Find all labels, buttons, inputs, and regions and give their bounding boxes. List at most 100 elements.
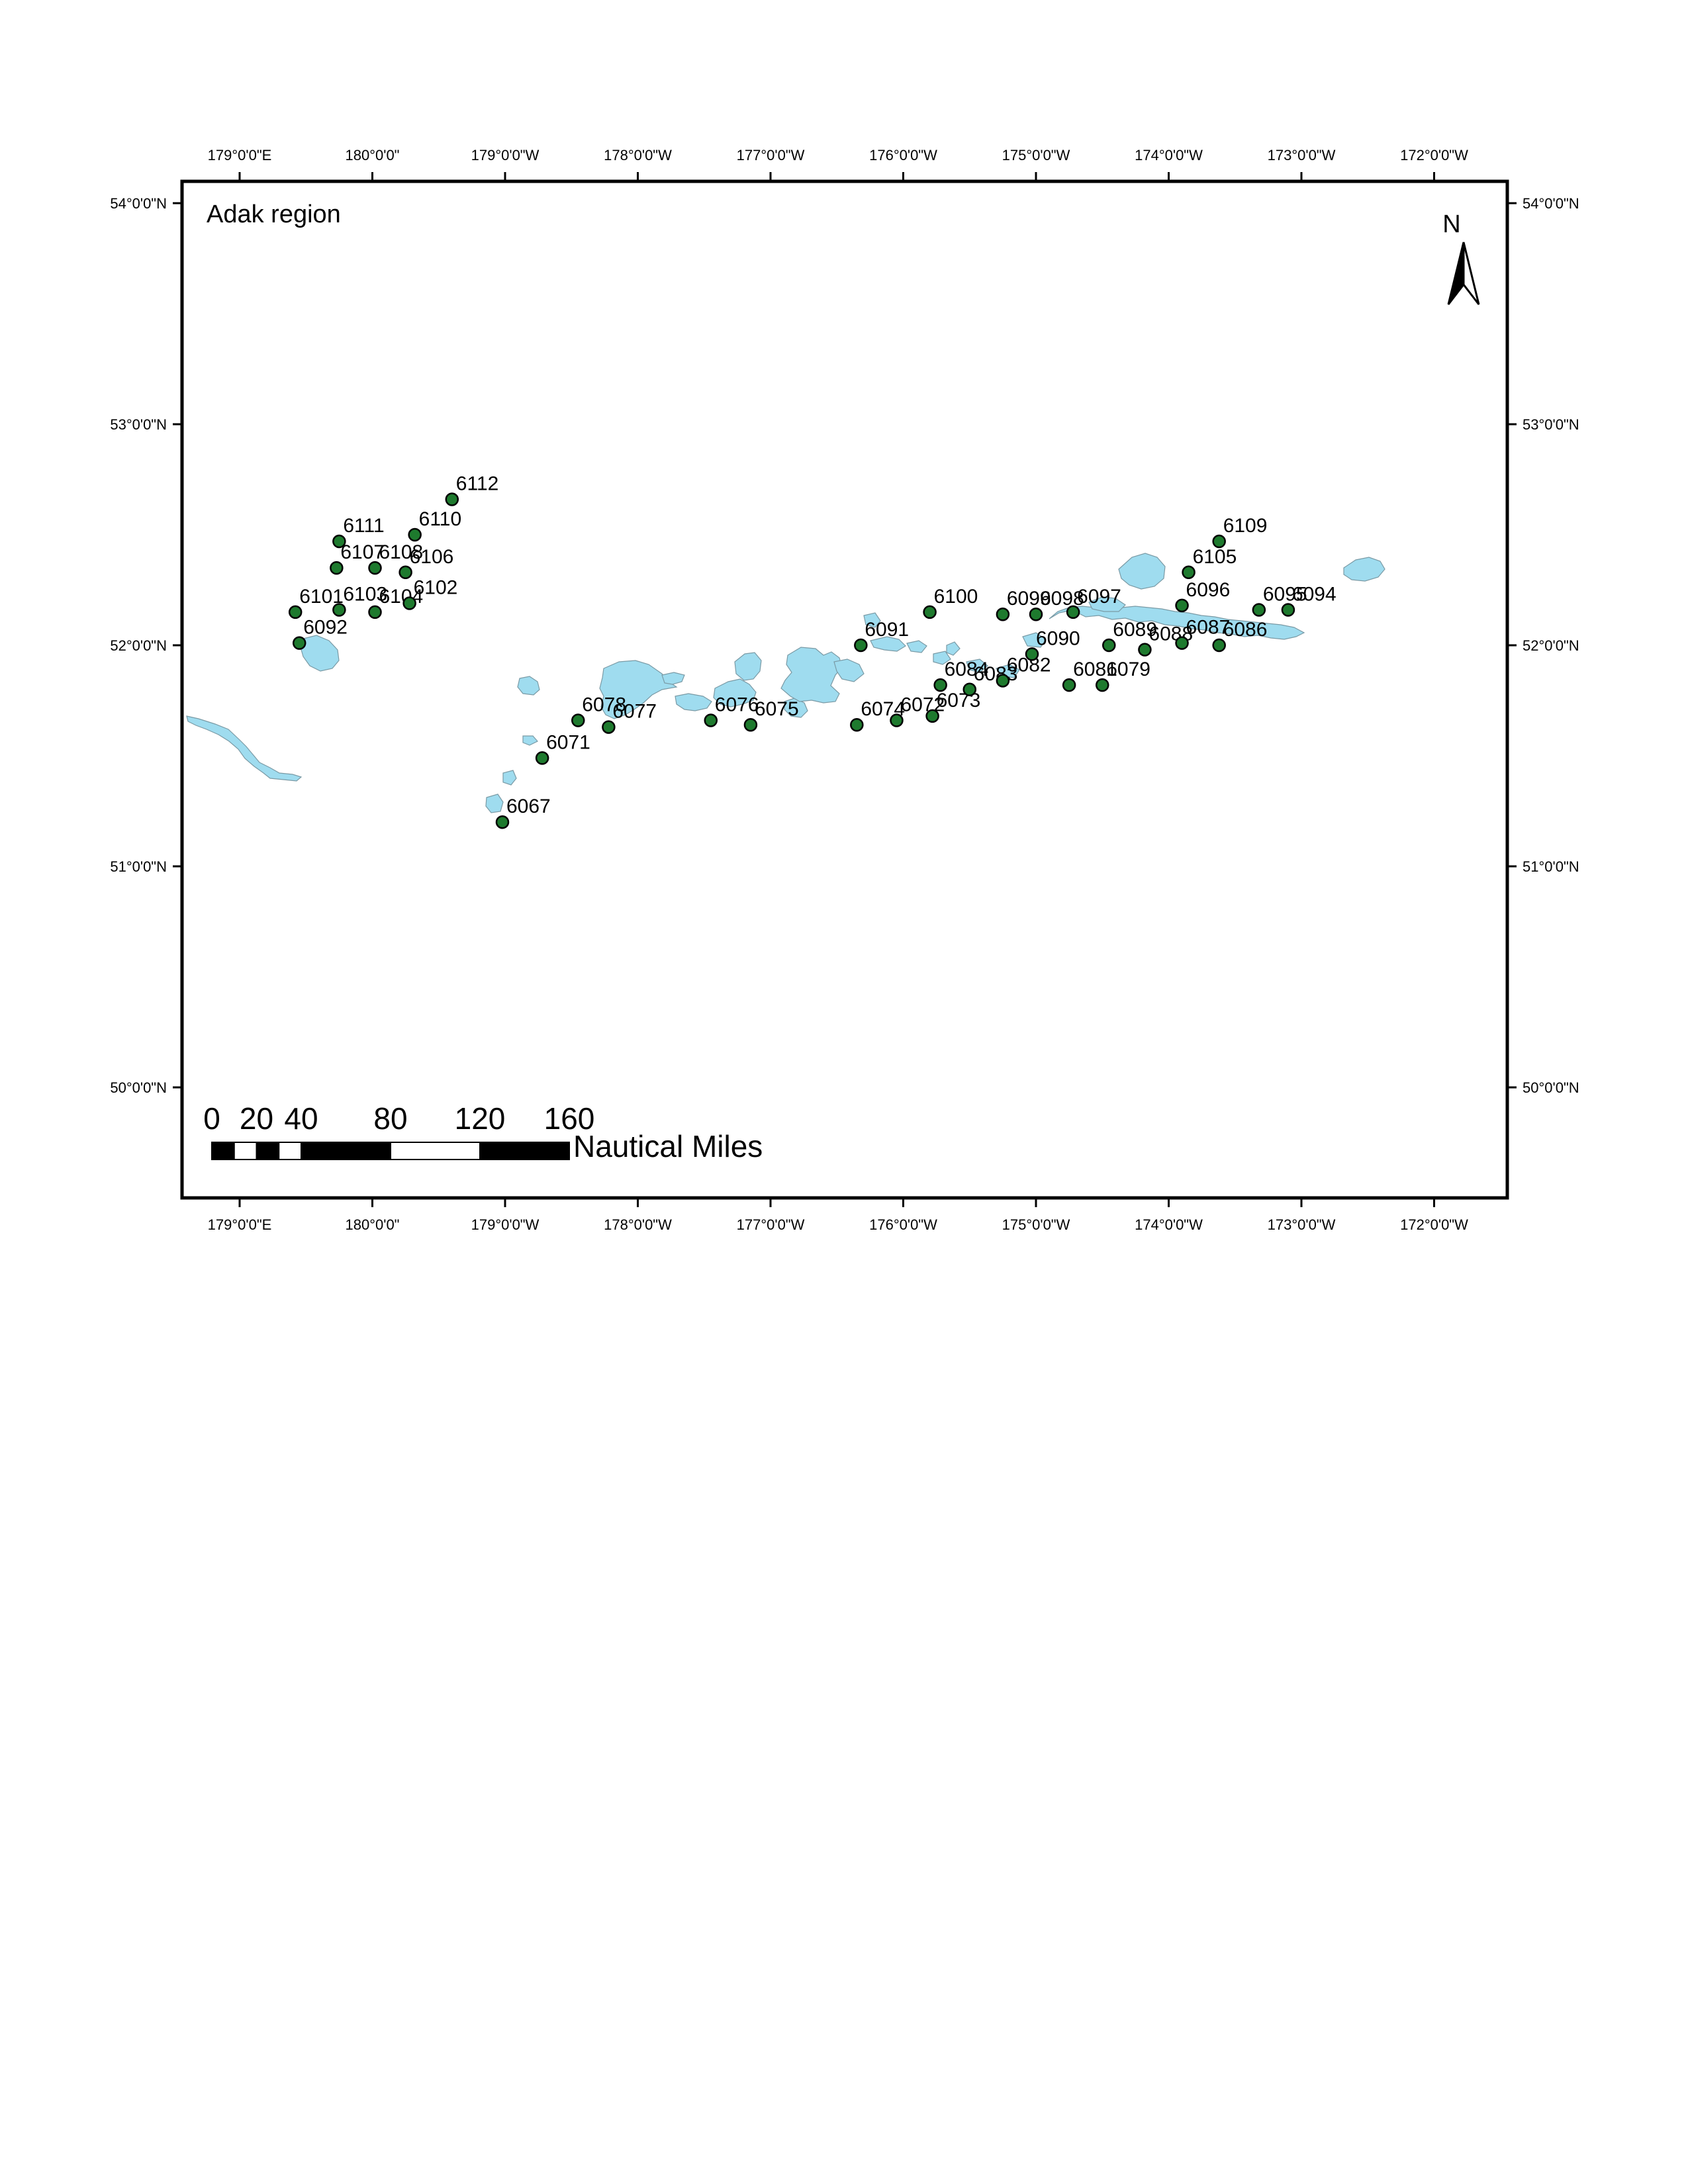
lat-label-right: 50°0'0"N [1523, 1079, 1579, 1096]
station-marker[interactable] [1029, 607, 1043, 621]
island-umnak-north [1118, 553, 1166, 590]
scale-segment [390, 1142, 481, 1160]
station-marker[interactable] [1175, 636, 1189, 650]
island-tanaga-east [661, 672, 685, 685]
station-marker[interactable] [368, 605, 382, 619]
island-carlisle [1022, 632, 1047, 648]
station-marker[interactable] [1066, 605, 1080, 619]
island-akutan [946, 641, 961, 656]
region-title: Adak region [207, 201, 341, 228]
scale-label: 40 [284, 1101, 318, 1136]
station-marker[interactable] [368, 561, 382, 575]
station-label: 6078 [582, 694, 626, 716]
station-marker[interactable] [332, 603, 346, 617]
lon-label-bottom: 172°0'0"W [1400, 1216, 1468, 1233]
island-attu [186, 715, 303, 782]
station-marker[interactable] [445, 492, 459, 506]
station-marker[interactable] [854, 638, 868, 653]
station-label: 6067 [506, 796, 551, 817]
scale-label: 20 [240, 1101, 273, 1136]
scale-segment [479, 1142, 570, 1160]
lon-label-bottom: 176°0'0"W [869, 1216, 937, 1233]
lon-label-bottom: 179°0'0"W [471, 1216, 539, 1233]
station-label: 6112 [456, 473, 499, 495]
north-arrow: N [1442, 210, 1480, 305]
station-marker[interactable] [535, 751, 549, 765]
station-label: 6109 [1223, 515, 1268, 537]
station-marker[interactable] [399, 565, 412, 580]
station-label: 6079 [1106, 659, 1150, 680]
station-marker[interactable] [1182, 565, 1196, 580]
station-marker[interactable] [1175, 598, 1189, 613]
station-label: 6100 [934, 586, 978, 608]
station-label: 6108 [379, 541, 424, 563]
island-atka-mid [833, 659, 865, 682]
station-marker[interactable] [933, 678, 947, 692]
lon-label-bottom: 174°0'0"W [1135, 1216, 1203, 1233]
scale-bar: Nautical Miles 0 20 40 80 120 160 [203, 1101, 763, 1163]
station-marker[interactable] [292, 636, 306, 650]
station-marker[interactable] [925, 709, 939, 723]
station-label: 6084 [945, 659, 989, 680]
island-umnak-mid [1088, 596, 1126, 612]
station-marker[interactable] [996, 674, 1010, 688]
station-marker[interactable] [1025, 647, 1039, 661]
island-kanaga [713, 678, 757, 707]
station-marker[interactable] [332, 534, 346, 549]
station-marker[interactable] [704, 713, 718, 727]
station-marker[interactable] [1062, 678, 1076, 692]
station-label: 6110 [419, 508, 462, 530]
island-small-4 [522, 735, 538, 746]
station-marker[interactable] [495, 815, 510, 829]
scale-segment [233, 1142, 258, 1160]
station-marker[interactable] [602, 720, 616, 734]
station-marker[interactable] [330, 561, 344, 575]
island-small-3 [502, 770, 517, 786]
station-marker[interactable] [743, 717, 758, 732]
map-border [180, 179, 1509, 1200]
lon-label-bottom: 177°0'0"W [737, 1216, 805, 1233]
lon-label-top: 173°0'0"W [1268, 147, 1336, 163]
island-adak-west [675, 693, 712, 711]
station-label: 6099 [1007, 588, 1051, 610]
station-marker[interactable] [1252, 603, 1266, 617]
island-chuginadak [1049, 606, 1305, 640]
island-unalaska [1343, 557, 1385, 582]
station-marker[interactable] [923, 605, 937, 619]
station-marker[interactable] [1212, 534, 1226, 549]
island-tanaga [599, 660, 678, 719]
station-marker[interactable] [1096, 678, 1109, 692]
station-label: 6089 [1113, 619, 1157, 641]
station-marker[interactable] [571, 713, 585, 727]
station-marker[interactable] [408, 527, 422, 542]
lon-label-top: 179°0'0"W [471, 147, 539, 163]
station-marker[interactable] [850, 717, 864, 732]
north-label: N [1442, 210, 1460, 238]
scale-label: 80 [373, 1101, 407, 1136]
lat-label-left: 50°0'0"N [110, 1079, 167, 1096]
lon-label-bottom: 175°0'0"W [1002, 1216, 1070, 1233]
scale-segment [301, 1142, 391, 1160]
scale-label: 160 [544, 1101, 595, 1136]
station-marker[interactable] [890, 713, 904, 727]
station-label: 6111 [343, 515, 384, 537]
station-marker[interactable] [1212, 638, 1226, 653]
lon-label-bottom: 173°0'0"W [1268, 1216, 1336, 1233]
station-label: 6071 [546, 731, 590, 753]
station-label: 6097 [1077, 586, 1121, 608]
lat-label-right: 51°0'0"N [1523, 858, 1579, 875]
station-marker[interactable] [1138, 643, 1152, 657]
station-marker[interactable] [996, 607, 1010, 621]
lon-label-bottom: 178°0'0"W [604, 1216, 672, 1233]
station-label: 6105 [1193, 546, 1237, 568]
station-marker[interactable] [1281, 603, 1295, 617]
lon-label-bottom: 179°0'0"E [208, 1216, 272, 1233]
station-marker[interactable] [1102, 638, 1116, 653]
station-marker[interactable] [402, 596, 416, 610]
lon-label-top: 180°0'0" [346, 147, 400, 163]
station-marker[interactable] [962, 682, 976, 697]
station-marker[interactable] [288, 605, 303, 619]
station-label: 6103 [343, 584, 387, 606]
station-label: 6098 [1040, 588, 1084, 610]
scale-segment [278, 1142, 302, 1160]
